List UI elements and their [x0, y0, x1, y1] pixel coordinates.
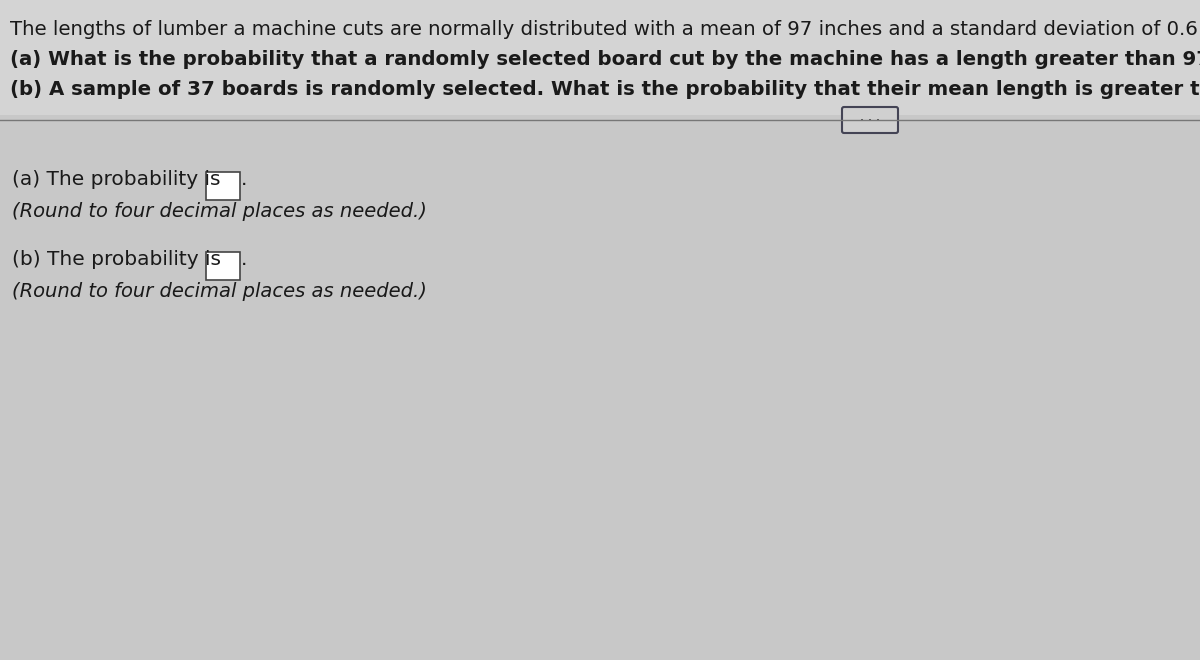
- Text: The lengths of lumber a machine cuts are normally distributed with a mean of 97 : The lengths of lumber a machine cuts are…: [10, 20, 1200, 39]
- FancyBboxPatch shape: [206, 252, 240, 280]
- Text: .: .: [241, 250, 247, 269]
- FancyBboxPatch shape: [206, 172, 240, 200]
- Text: (Round to four decimal places as needed.): (Round to four decimal places as needed.…: [12, 202, 427, 221]
- Text: (b) A sample of 37 boards is randomly selected. What is the probability that the: (b) A sample of 37 boards is randomly se…: [10, 80, 1200, 99]
- Text: (Round to four decimal places as needed.): (Round to four decimal places as needed.…: [12, 282, 427, 301]
- Text: (a) What is the probability that a randomly selected board cut by the machine ha: (a) What is the probability that a rando…: [10, 50, 1200, 69]
- FancyBboxPatch shape: [842, 107, 898, 133]
- Bar: [0, 0, 1200, 115]
- Text: .: .: [241, 170, 247, 189]
- Text: · · ·: · · ·: [860, 114, 880, 127]
- Text: (b) The probability is: (b) The probability is: [12, 250, 221, 269]
- Text: (a) The probability is: (a) The probability is: [12, 170, 221, 189]
